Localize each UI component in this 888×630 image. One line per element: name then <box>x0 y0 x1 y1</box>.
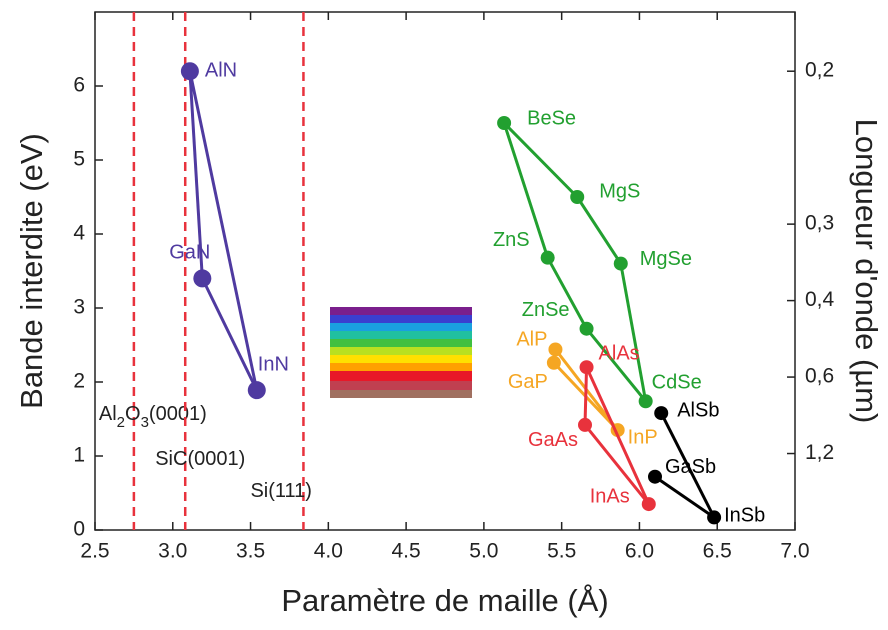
point <box>642 497 656 511</box>
point-label: MgS <box>599 180 640 202</box>
y-tick-label: 5 <box>73 148 85 171</box>
point-label: GaN <box>169 242 210 264</box>
connector <box>587 329 646 402</box>
point <box>639 394 653 408</box>
x-tick-label: 4.0 <box>314 540 343 563</box>
connector <box>621 264 646 402</box>
point <box>707 510 721 524</box>
x-tick-label: 5.0 <box>469 540 498 563</box>
point-label: GaP <box>508 371 548 393</box>
point-label: AlP <box>516 329 547 351</box>
point-label: InSb <box>724 505 765 527</box>
y-tick-label: 6 <box>73 74 85 97</box>
y-tick-label: 0 <box>73 518 85 541</box>
y2-tick-label: 0,3 <box>805 212 834 235</box>
y2-axis-title: Longueur d'onde (µm) <box>849 119 884 424</box>
substrate-label: Si(111) <box>250 480 312 502</box>
x-tick-label: 7.0 <box>780 540 809 563</box>
point-label: GaSb <box>665 456 716 478</box>
x-tick-label: 3.5 <box>236 540 265 563</box>
page: Paramètre de maille (Å) Bande interdite … <box>0 0 888 630</box>
point-label: InN <box>258 353 289 375</box>
y2-tick-label: 0,4 <box>805 288 835 311</box>
y2-tick-label: 1,2 <box>805 441 834 464</box>
point <box>548 342 562 356</box>
spectrum-strip <box>330 307 472 398</box>
point <box>578 418 592 432</box>
point-label: ZnSe <box>522 299 570 321</box>
connector <box>577 197 621 264</box>
x-tick-label: 2.5 <box>80 540 109 563</box>
point-label: AlAs <box>599 342 640 364</box>
y-axis-title: Bande interdite (eV) <box>14 133 49 409</box>
y2-tick-label: 0,6 <box>805 365 834 388</box>
x-axis-title: Paramètre de maille (Å) <box>281 583 608 618</box>
point <box>654 406 668 420</box>
point-label: AlN <box>205 59 237 81</box>
point <box>193 269 211 287</box>
point <box>614 257 628 271</box>
x-tick-label: 4.5 <box>392 540 421 563</box>
point <box>648 470 662 484</box>
chart: Paramètre de maille (Å) Bande interdite … <box>0 0 888 625</box>
x-tick-label: 5.5 <box>547 540 576 563</box>
point <box>580 360 594 374</box>
point <box>541 251 555 265</box>
point <box>580 322 594 336</box>
point-label: InAs <box>590 485 630 507</box>
substrate-label: Al2O3(0001) <box>99 403 207 431</box>
point-label: InP <box>628 426 658 448</box>
substrate-label: SiC(0001) <box>155 448 245 470</box>
x-tick-label: 6.5 <box>703 540 732 563</box>
point-label: BeSe <box>527 107 576 129</box>
point <box>248 381 266 399</box>
y-tick-label: 1 <box>73 444 85 467</box>
y-tick-label: 3 <box>73 296 85 319</box>
point <box>497 116 511 130</box>
point-label: MgSe <box>640 248 692 270</box>
y-tick-label: 4 <box>73 222 85 245</box>
x-tick-label: 6.0 <box>625 540 654 563</box>
point-label: GaAs <box>528 429 578 451</box>
y-tick-label: 2 <box>73 370 85 393</box>
point <box>570 190 584 204</box>
point <box>547 356 561 370</box>
connector <box>202 278 256 390</box>
point <box>181 62 199 80</box>
x-tick-label: 3.0 <box>158 540 187 563</box>
connector <box>585 367 587 425</box>
point-label: CdSe <box>652 372 702 394</box>
y2-tick-label: 0,2 <box>805 59 834 82</box>
point-label: ZnS <box>493 229 530 251</box>
point-label: AlSb <box>677 399 719 421</box>
